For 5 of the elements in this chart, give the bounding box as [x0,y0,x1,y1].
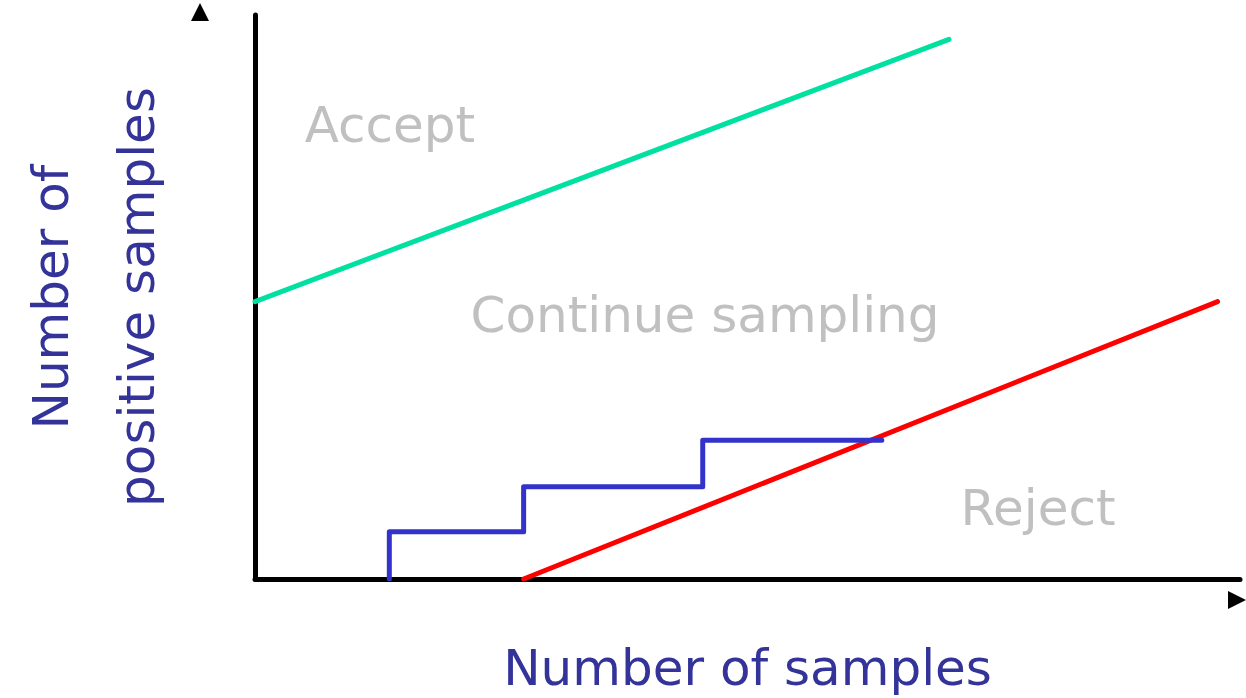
annotation: Reject [960,479,1116,537]
annotation: Continue sampling [470,286,940,344]
annotation: Accept [304,96,476,154]
x-axis-title: Number of samples [503,639,992,697]
y-axis-title: Number of positive samples [22,87,166,507]
